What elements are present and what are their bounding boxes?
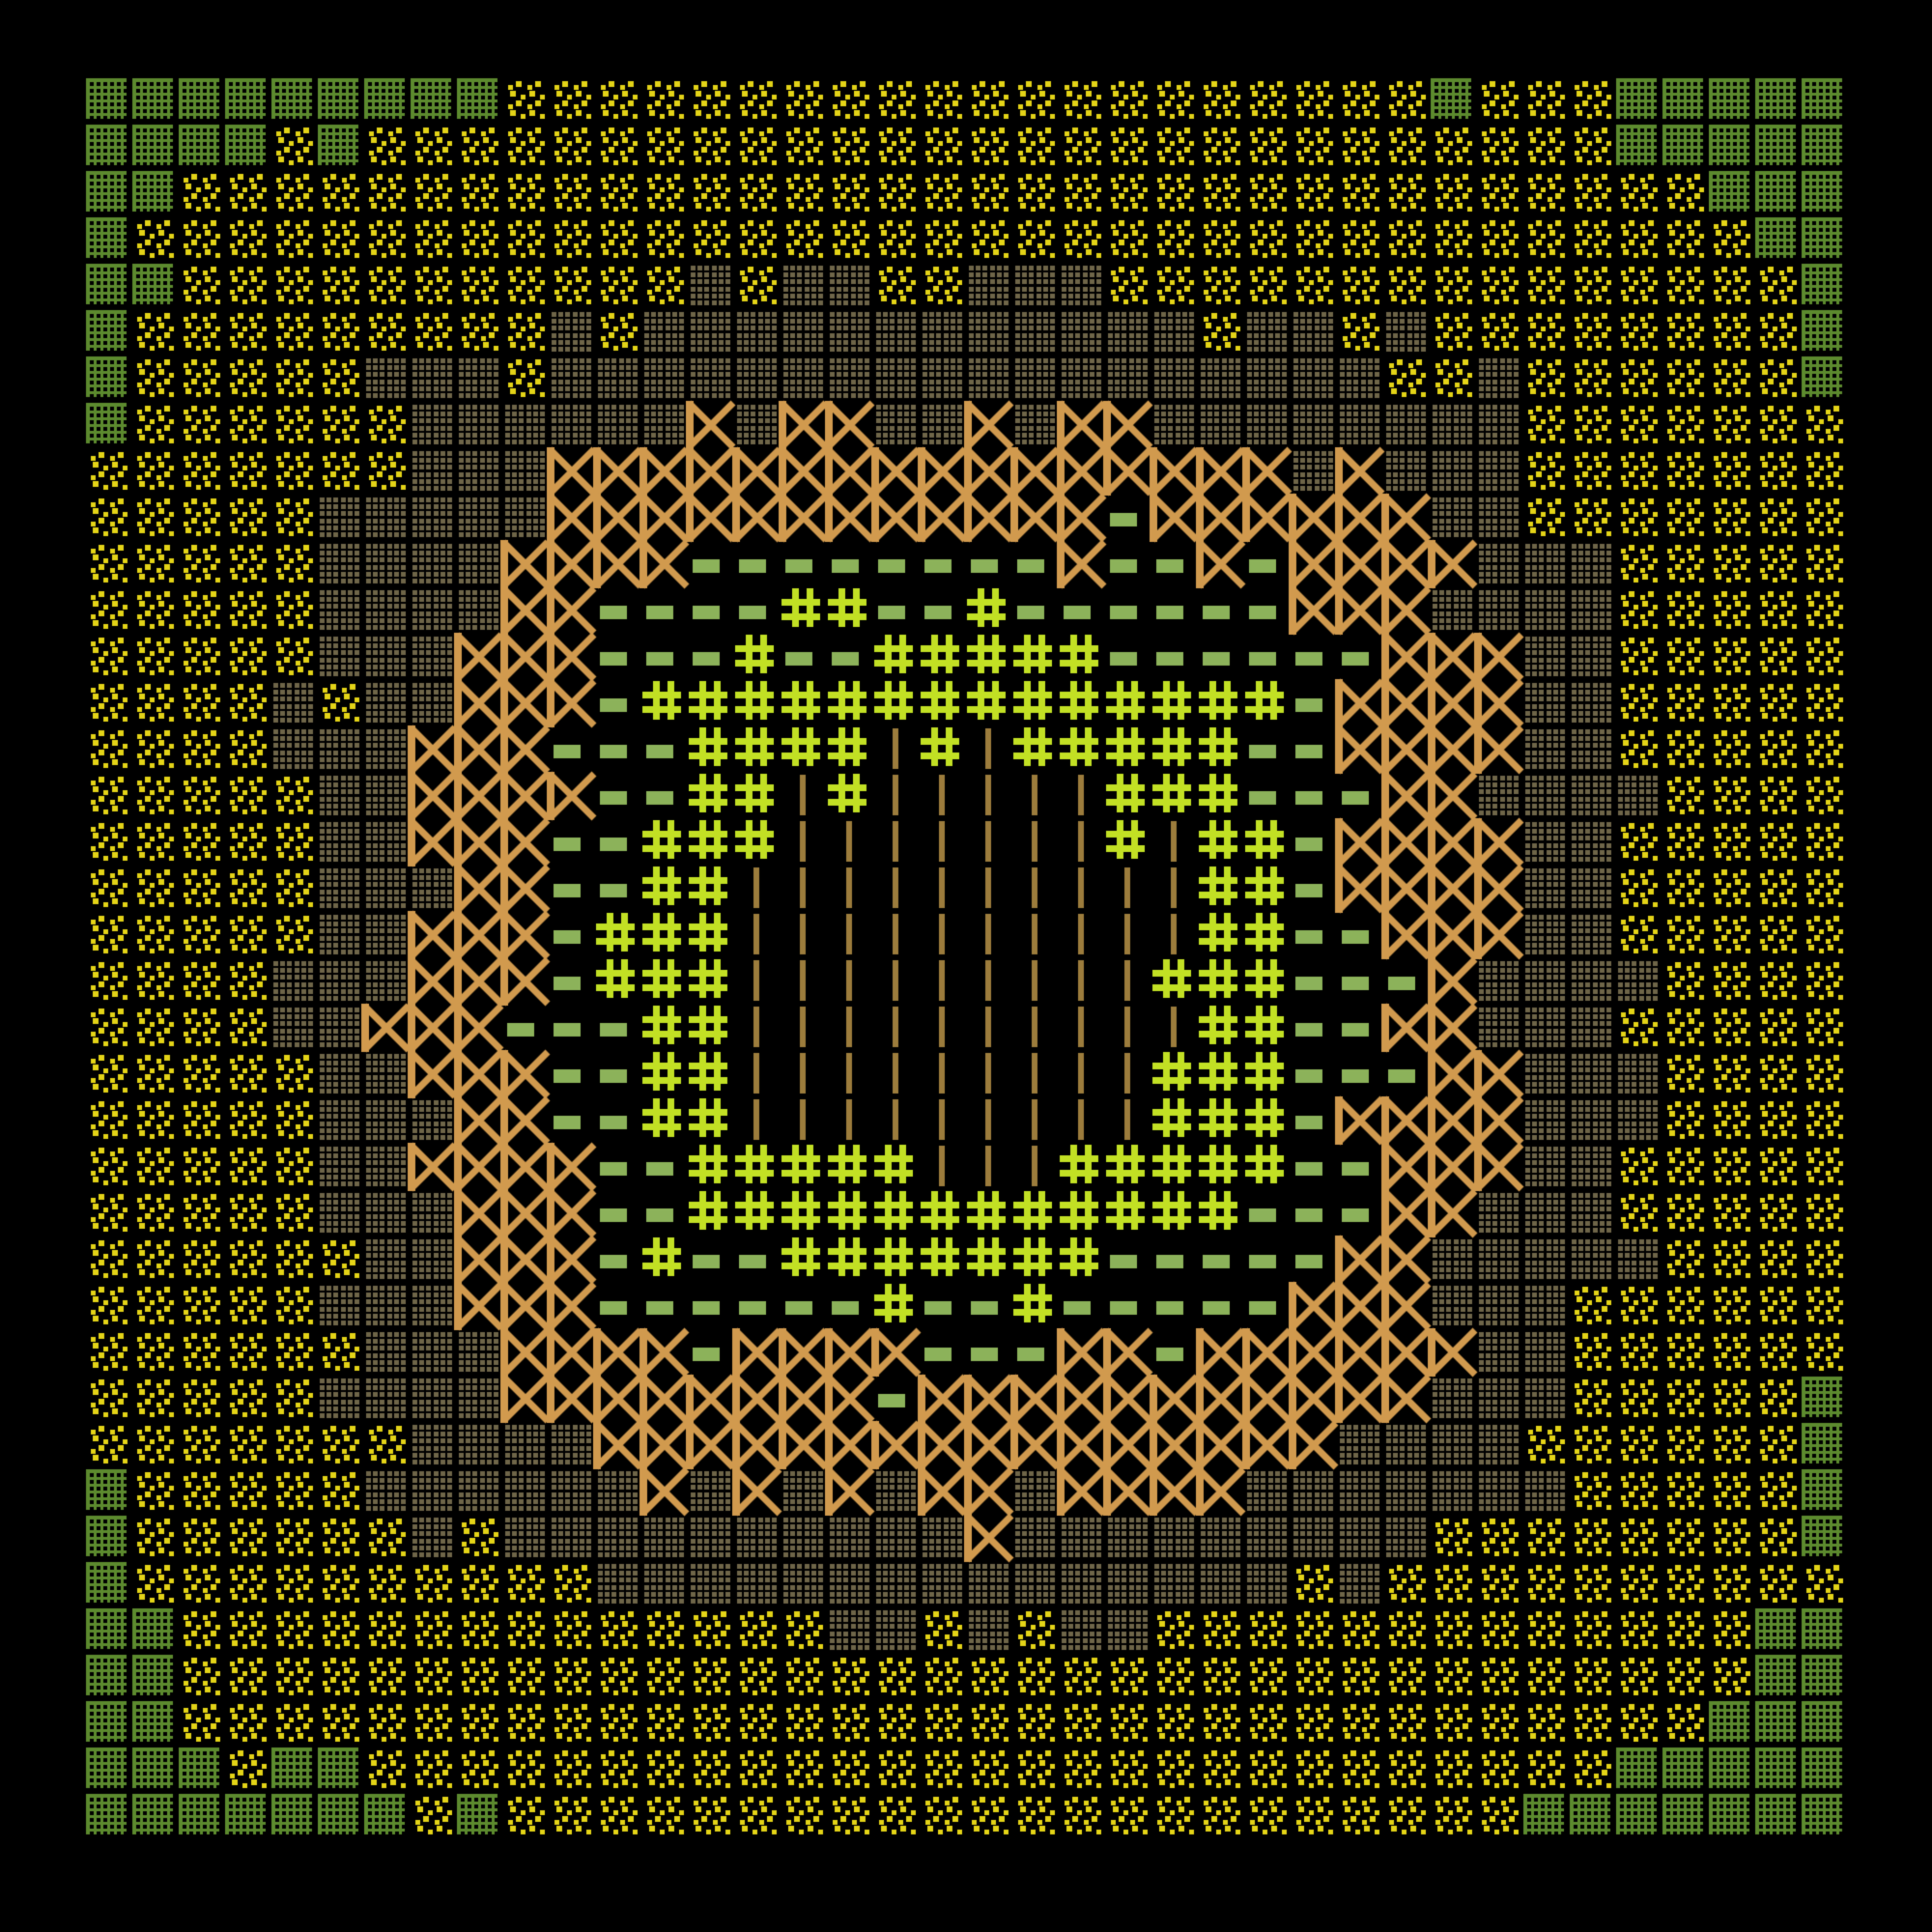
mosaic-stage: Glyph Ring Mosaic Concentric Chebyshev-d… — [0, 0, 1932, 1932]
glyph-mosaic-canvas — [0, 0, 1932, 1932]
